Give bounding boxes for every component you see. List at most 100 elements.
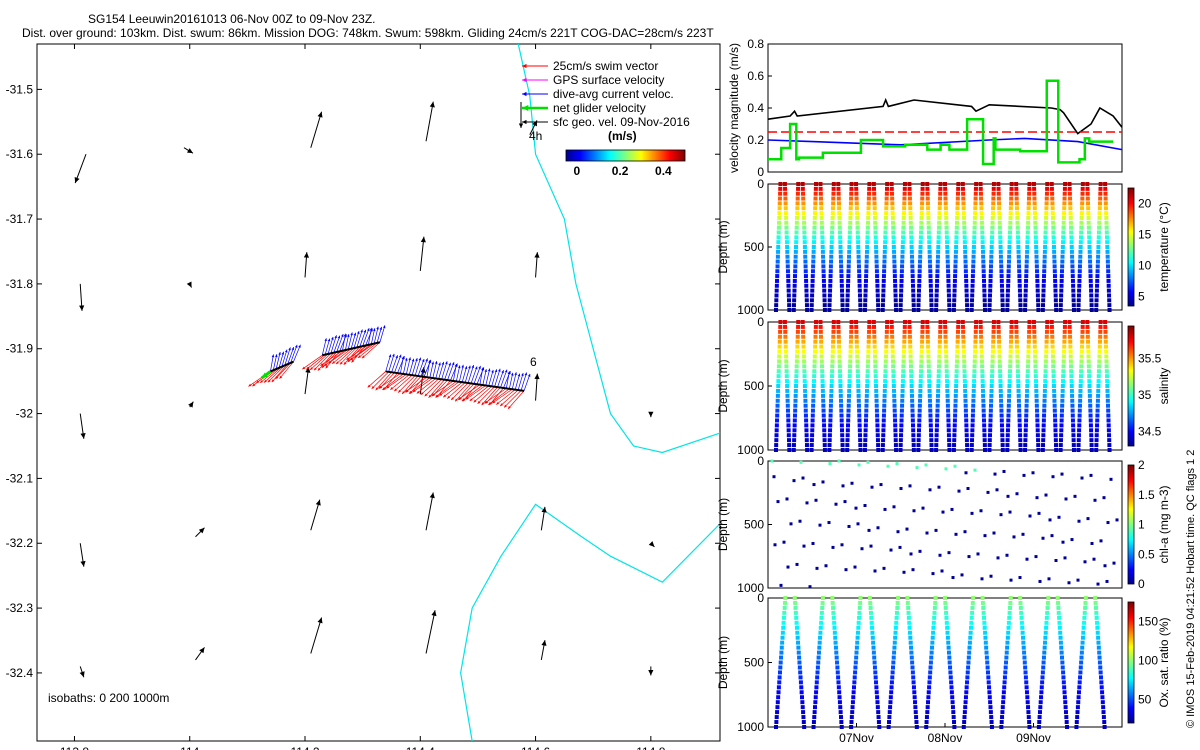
section-point xyxy=(981,269,986,274)
section-point xyxy=(1078,665,1083,670)
swim-vector-shaft xyxy=(320,350,343,366)
section-colorbar-tick-label: 1.5 xyxy=(1138,488,1155,502)
section-point xyxy=(988,408,993,413)
section-point xyxy=(803,264,808,269)
section-point xyxy=(989,403,994,408)
section-point xyxy=(1085,334,1090,339)
section-point xyxy=(786,278,791,283)
section-point xyxy=(1098,196,1103,201)
section-point xyxy=(937,206,942,211)
section-point xyxy=(1088,408,1093,413)
section-point xyxy=(866,201,871,206)
section-point xyxy=(787,303,792,308)
section-point xyxy=(891,665,895,670)
section-point xyxy=(847,245,852,249)
section-point xyxy=(1076,438,1081,443)
section-point xyxy=(812,359,817,364)
section-point xyxy=(884,329,889,334)
section-point xyxy=(1081,625,1086,630)
section-point xyxy=(989,393,994,398)
current-vector-head xyxy=(451,362,455,366)
section-point xyxy=(1087,235,1092,240)
section-point xyxy=(778,320,783,324)
section-point xyxy=(1079,215,1084,220)
section-point xyxy=(812,715,817,720)
section-point xyxy=(979,354,984,359)
chl-point xyxy=(905,527,909,531)
section-point xyxy=(829,240,834,245)
section-point xyxy=(774,725,778,729)
section-point xyxy=(910,670,915,675)
current-vector-head xyxy=(457,365,461,369)
section-point xyxy=(1052,269,1057,274)
section-point xyxy=(1076,690,1081,695)
section-point xyxy=(787,448,792,452)
section-point xyxy=(1104,215,1109,220)
section-point xyxy=(804,423,809,428)
swim-vector xyxy=(361,341,381,359)
section-point xyxy=(918,259,923,264)
section-point xyxy=(1059,283,1064,288)
section-point xyxy=(845,428,850,433)
section-point xyxy=(901,211,906,216)
section-point xyxy=(1024,278,1029,283)
section-point xyxy=(774,288,779,293)
section-point xyxy=(927,393,932,398)
swim-vector xyxy=(401,375,419,395)
section-point xyxy=(813,700,818,705)
section-point xyxy=(777,349,782,354)
swim-vector-head xyxy=(390,387,394,390)
current-vector-shaft xyxy=(281,349,288,367)
section-point xyxy=(1062,695,1067,700)
section-point xyxy=(982,620,987,625)
section-point xyxy=(1042,645,1047,650)
geostrophic-vector-head xyxy=(429,492,435,499)
section-point xyxy=(1098,191,1103,196)
current-vector-shaft xyxy=(438,361,445,379)
section-point xyxy=(1069,384,1074,388)
section-point xyxy=(1085,182,1090,186)
section-point xyxy=(951,715,956,720)
section-point xyxy=(1094,610,1099,615)
section-point xyxy=(927,254,932,259)
section-point xyxy=(1042,274,1047,279)
section-point xyxy=(900,245,905,249)
section-point xyxy=(838,384,843,388)
section-point xyxy=(935,398,940,403)
section-point xyxy=(852,680,857,685)
swim-vector-shaft xyxy=(382,373,404,391)
section-point xyxy=(820,379,825,384)
section-point xyxy=(1024,413,1029,418)
section-point xyxy=(797,665,802,670)
section-point xyxy=(946,293,951,298)
section-point xyxy=(1088,398,1093,403)
section-point xyxy=(943,329,948,334)
section-point xyxy=(1080,206,1085,211)
swim-vector xyxy=(346,344,369,361)
section-point xyxy=(1080,344,1085,349)
section-point xyxy=(831,320,836,324)
section-point xyxy=(964,288,969,293)
section-point xyxy=(1009,320,1014,324)
geostrophic-vector-head xyxy=(534,373,540,380)
section-point xyxy=(802,725,807,729)
section-point xyxy=(1003,665,1008,670)
section-point xyxy=(1004,655,1009,660)
section-point xyxy=(999,403,1004,408)
section-point xyxy=(775,418,780,423)
swim-vector-shaft xyxy=(357,342,378,359)
section-point xyxy=(1096,249,1101,254)
section-point xyxy=(1023,433,1028,438)
section-point xyxy=(972,230,977,235)
swim-vector-head xyxy=(271,379,275,383)
section-point xyxy=(1089,443,1094,448)
current-vector xyxy=(464,365,471,383)
section-point xyxy=(1053,418,1058,423)
swim-vector xyxy=(353,343,375,358)
section-point xyxy=(913,700,918,705)
section-point xyxy=(944,615,949,620)
section-point xyxy=(990,215,995,220)
section-point xyxy=(1080,339,1085,344)
section-point xyxy=(810,278,815,283)
section-point xyxy=(911,308,916,312)
